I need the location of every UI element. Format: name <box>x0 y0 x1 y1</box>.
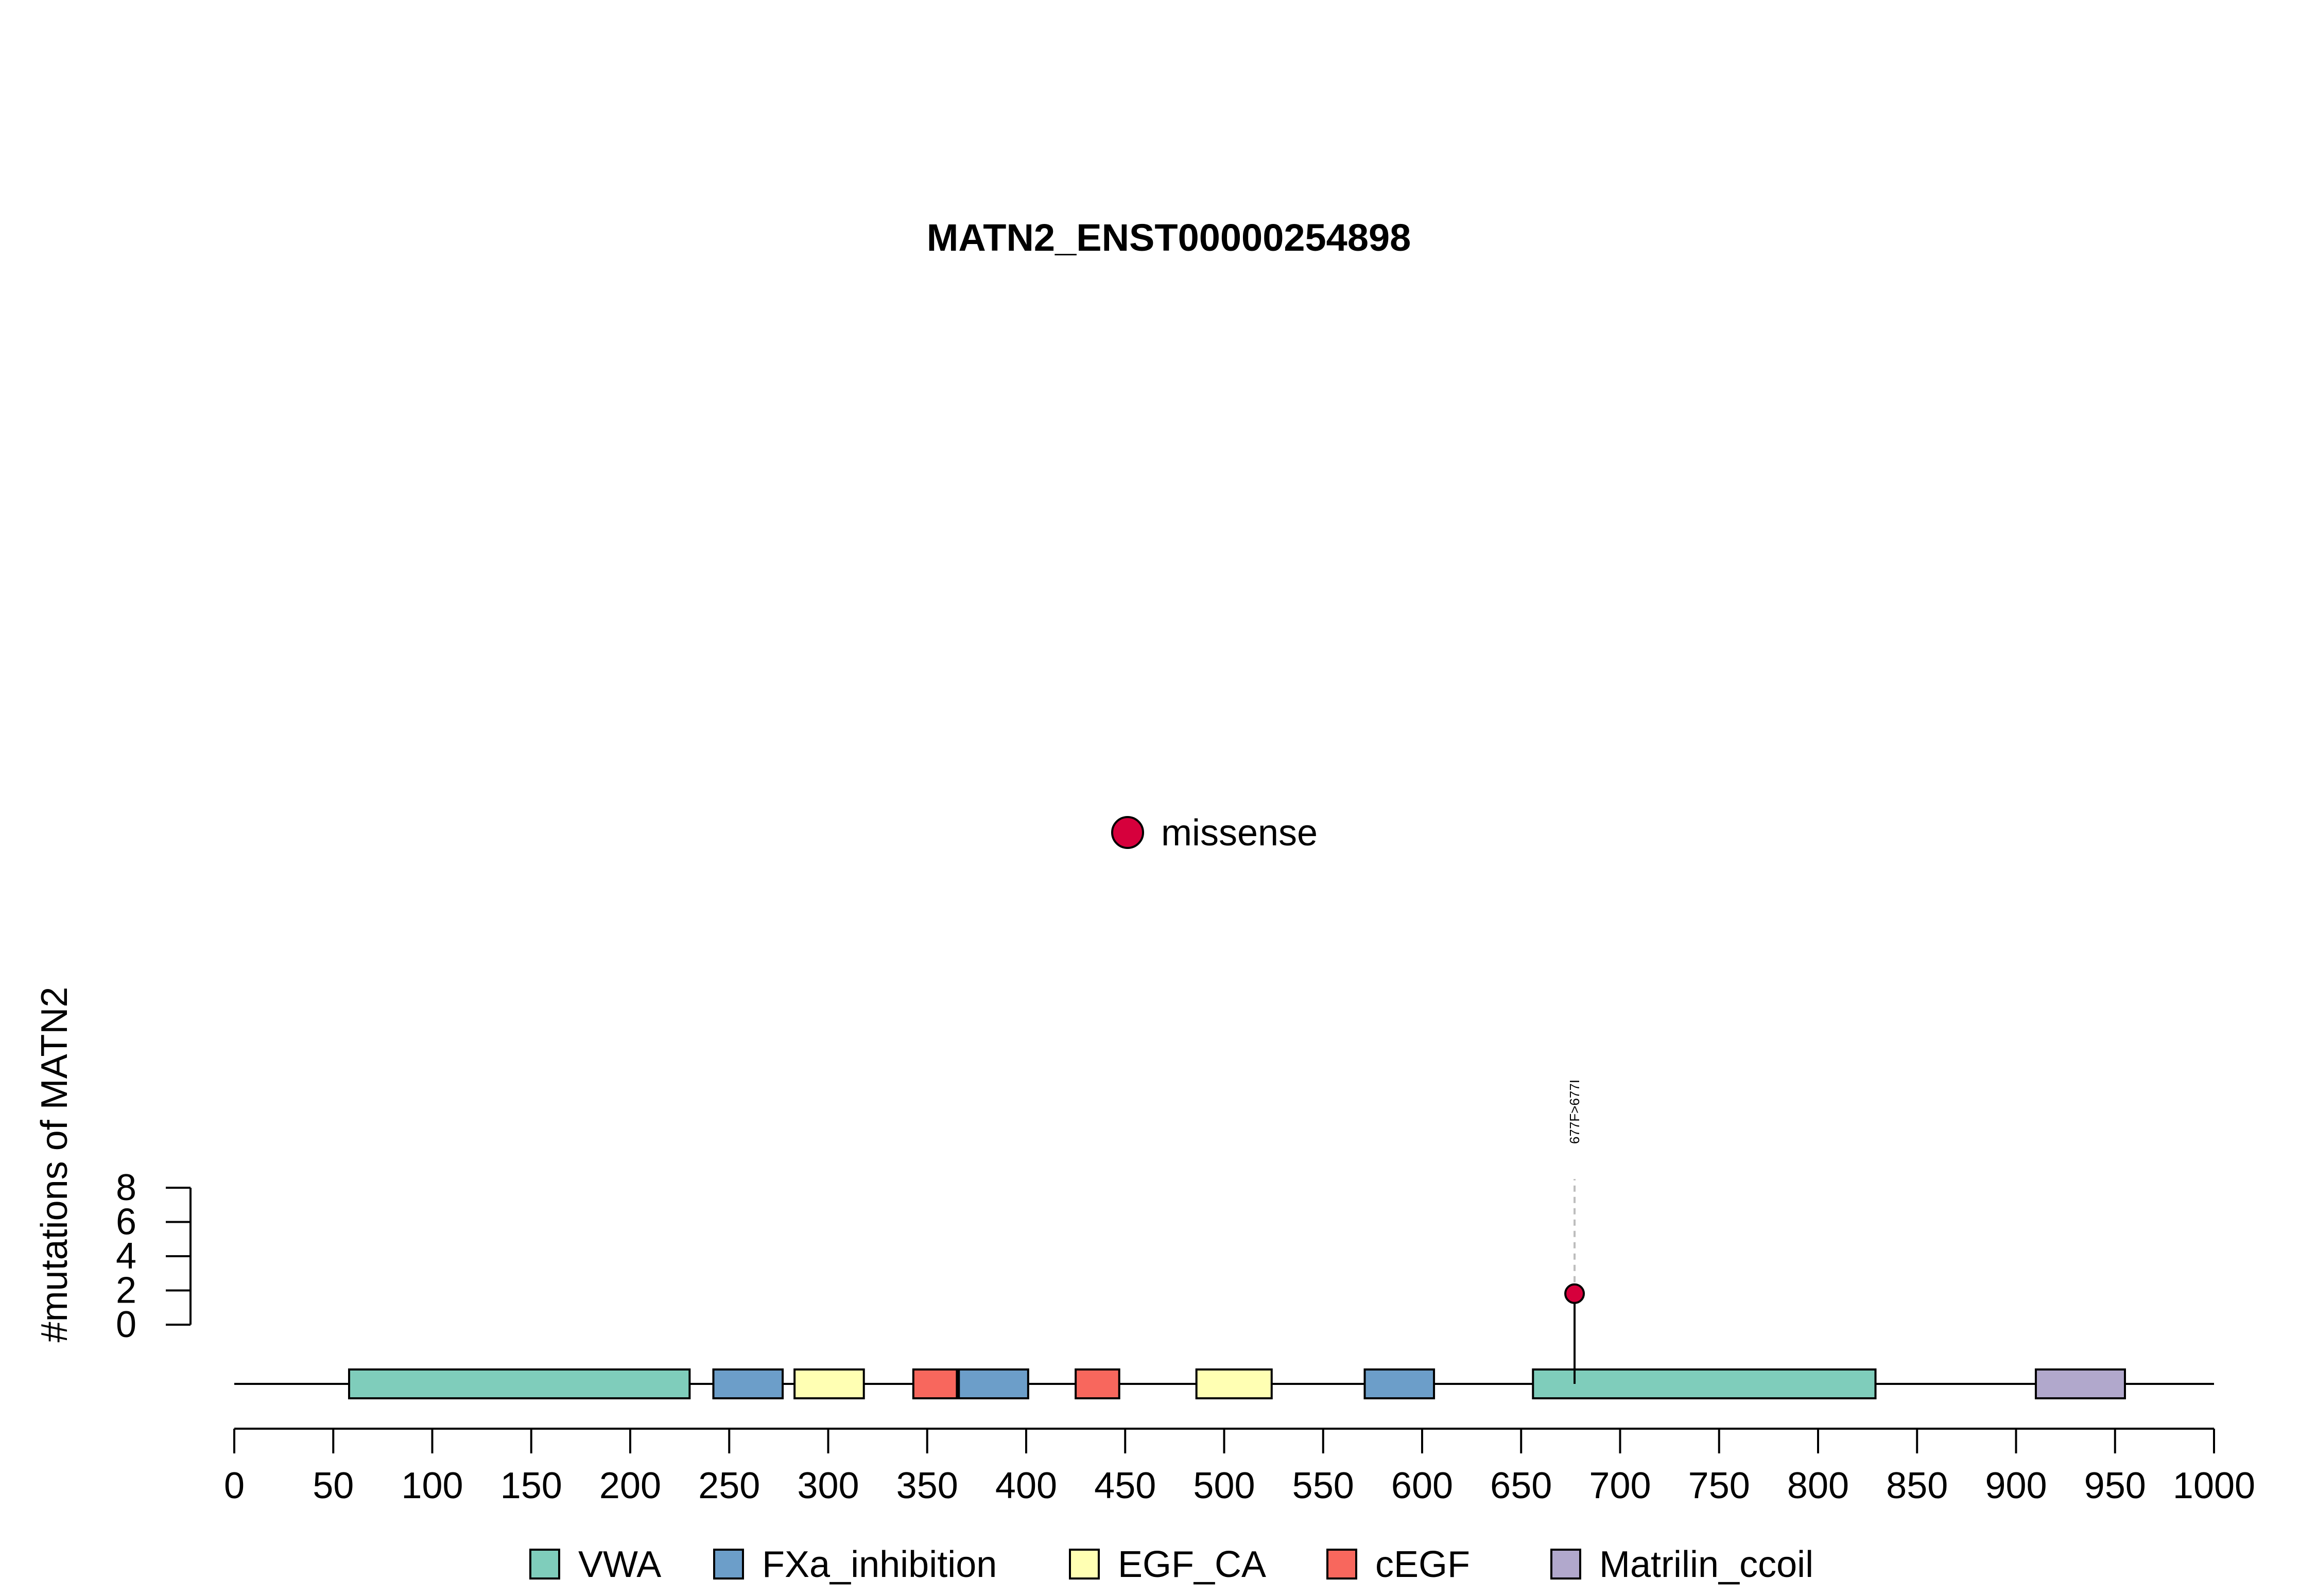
x-tick-label-50: 50 <box>313 1465 354 1506</box>
legend-missense-marker <box>1111 816 1144 849</box>
domain-egf-ca-6 <box>1195 1368 1273 1399</box>
x-tick-label-750: 750 <box>1688 1465 1750 1506</box>
x-tick-label-100: 100 <box>401 1465 463 1506</box>
y-tick-label-6: 6 <box>116 1202 136 1243</box>
x-tick-label-200: 200 <box>599 1465 661 1506</box>
legend-fxa-inhibition-label: FXa_inhibition <box>762 1544 997 1585</box>
legend-matrilin-ccoil-swatch <box>1550 1549 1581 1580</box>
domain-fxa-inhibition-1 <box>712 1368 784 1399</box>
legend-egf-ca-label: EGF_CA <box>1118 1544 1266 1585</box>
x-tick-label-700: 700 <box>1589 1465 1651 1506</box>
y-tick-label-2: 2 <box>116 1270 136 1311</box>
domain-vwa-8 <box>1532 1368 1877 1399</box>
domain-matrilin-ccoil-9 <box>2034 1368 2126 1399</box>
y-tick-label-4: 4 <box>116 1236 136 1277</box>
chart-title: MATN2_ENST00000254898 <box>927 216 1411 259</box>
x-tick-label-800: 800 <box>1787 1465 1849 1506</box>
domain-egf-ca-2 <box>793 1368 865 1399</box>
protein-track <box>234 1368 2214 1399</box>
legend-vwa-label: VWA <box>578 1544 661 1585</box>
x-tick-label-350: 350 <box>896 1465 958 1506</box>
x-tick-label-600: 600 <box>1391 1465 1453 1506</box>
y-tick-label-0: 0 <box>116 1304 136 1345</box>
x-tick-label-400: 400 <box>995 1465 1057 1506</box>
domain-cegf-3 <box>912 1368 958 1399</box>
x-tick-label-300: 300 <box>797 1465 859 1506</box>
legend-cegf-label: cEGF <box>1375 1544 1470 1585</box>
x-tick-label-500: 500 <box>1193 1465 1255 1506</box>
x-tick-label-250: 250 <box>698 1465 760 1506</box>
x-axis: 0 50 100 150 200 250 300 350 400 450 500 550 600 650 7… <box>224 1428 2255 1506</box>
legend-matrilin-ccoil-label: Matrilin_ccoil <box>1599 1544 1813 1585</box>
domain-legend: VWA FXa_inhibition EGF_CA cEGF Matrilin_ccoi… <box>529 1544 1813 1585</box>
x-tick-label-550: 550 <box>1292 1465 1354 1506</box>
x-tick-label-1000: 1000 <box>2173 1465 2255 1506</box>
domain-fxa-inhibition-4 <box>958 1368 1029 1399</box>
y-axis-label: #mutations of MATN2 <box>34 987 75 1343</box>
domain-fxa-inhibition-7 <box>1363 1368 1436 1399</box>
legend-vwa-swatch <box>529 1549 560 1580</box>
mutation-lollipops: 677F>677I <box>1564 1080 1585 1384</box>
x-tick-label-850: 850 <box>1886 1465 1948 1506</box>
x-tick-label-650: 650 <box>1490 1465 1552 1506</box>
mutation-legend: missense <box>1111 812 1318 854</box>
x-tick-label-450: 450 <box>1094 1465 1156 1506</box>
legend-cegf-swatch <box>1326 1549 1357 1580</box>
mutation-label-0: 677F>677I <box>1567 1080 1582 1144</box>
domain-cegf-5 <box>1075 1368 1120 1399</box>
legend-missense-label: missense <box>1161 812 1318 854</box>
domain-vwa-0 <box>348 1368 691 1399</box>
legend-fxa-inhibition-swatch <box>713 1549 744 1580</box>
mutation-marker-0 <box>1564 1283 1585 1304</box>
x-tick-label-900: 900 <box>1985 1465 2047 1506</box>
y-tick-label-8: 8 <box>116 1167 136 1208</box>
x-tick-label-150: 150 <box>500 1465 562 1506</box>
x-tick-label-950: 950 <box>2084 1465 2146 1506</box>
x-tick-label-0: 0 <box>224 1465 245 1506</box>
legend-egf-ca-swatch <box>1069 1549 1100 1580</box>
